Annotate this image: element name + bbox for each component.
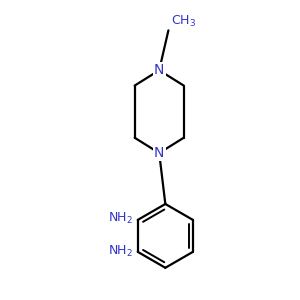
- Text: CH$_3$: CH$_3$: [172, 14, 197, 28]
- Text: NH$_2$: NH$_2$: [108, 211, 133, 226]
- Text: NH$_2$: NH$_2$: [108, 244, 133, 260]
- Text: N: N: [154, 63, 164, 77]
- Text: N: N: [154, 146, 164, 160]
